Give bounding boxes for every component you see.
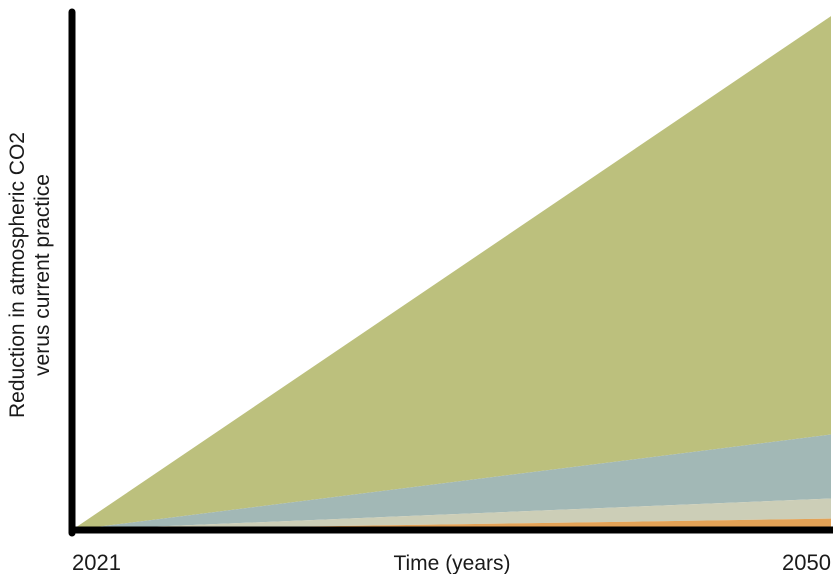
x-axis-title: Time (years): [393, 552, 510, 574]
y-axis-title-line-2: verus current practice: [31, 174, 54, 376]
area-series-4: [72, 16, 831, 530]
x-tick-label-start: 2021: [72, 550, 121, 574]
x-tick-label-end: 2050: [782, 550, 831, 574]
y-axis-title-line-1: Reduction in atmospheric CO2: [6, 132, 29, 418]
chart-areas: [72, 16, 831, 530]
y-axis-title: Reduction in atmospheric CO2 verus curre…: [6, 132, 54, 418]
area-series-2: [72, 498, 831, 530]
area-series-3: [72, 434, 831, 530]
